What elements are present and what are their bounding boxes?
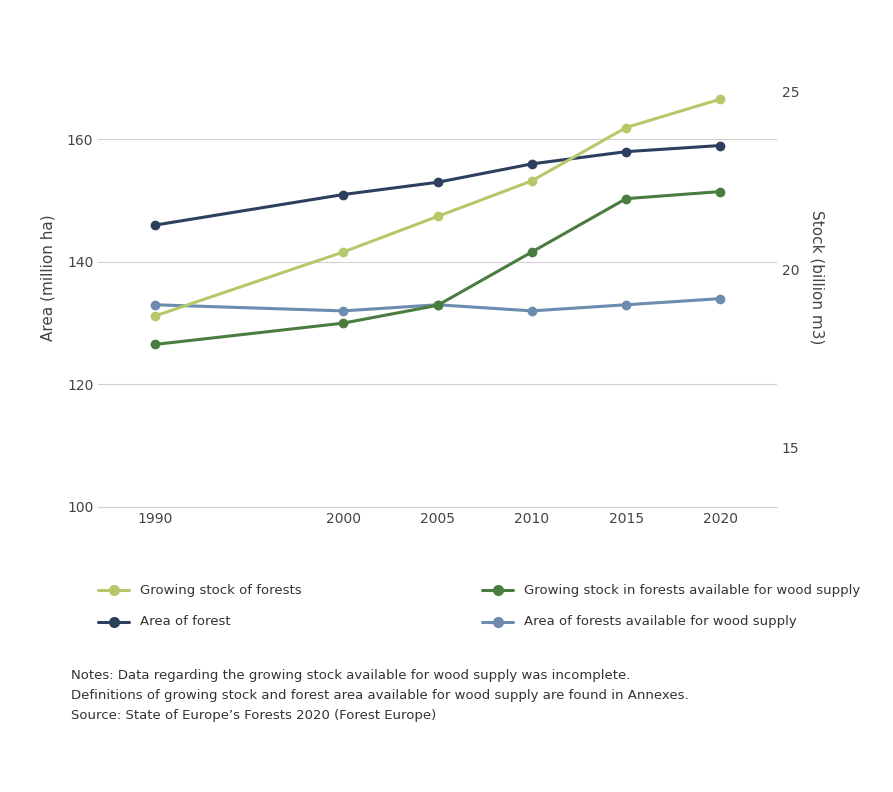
Text: Area of forest: Area of forest — [140, 615, 230, 628]
Text: Growing stock of forests: Growing stock of forests — [140, 584, 302, 596]
Y-axis label: Stock (billion m3): Stock (billion m3) — [809, 210, 824, 345]
Text: Growing stock in forests available for wood supply: Growing stock in forests available for w… — [524, 584, 861, 596]
Y-axis label: Area (million ha): Area (million ha) — [41, 214, 55, 341]
Text: Area of forests available for wood supply: Area of forests available for wood suppl… — [524, 615, 797, 628]
Text: Notes: Data regarding the growing stock available for wood supply was incomplete: Notes: Data regarding the growing stock … — [71, 669, 689, 722]
